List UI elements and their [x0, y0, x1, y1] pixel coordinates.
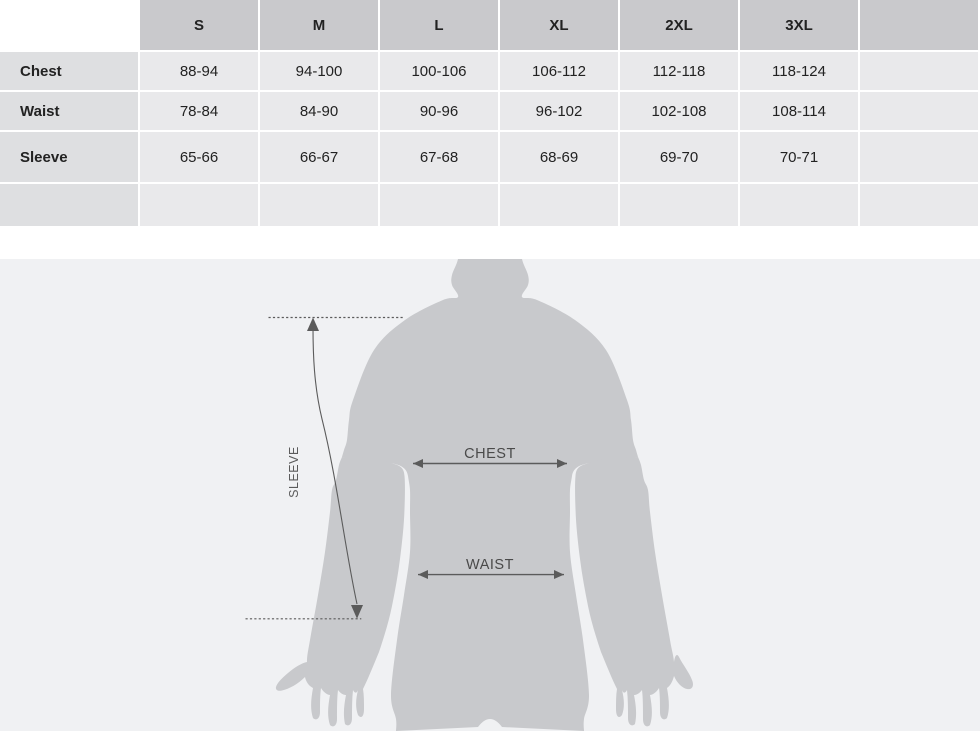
svg-text:SLEEVE: SLEEVE — [287, 446, 301, 498]
svg-text:CHEST: CHEST — [464, 446, 516, 462]
svg-text:WAIST: WAIST — [466, 557, 514, 573]
